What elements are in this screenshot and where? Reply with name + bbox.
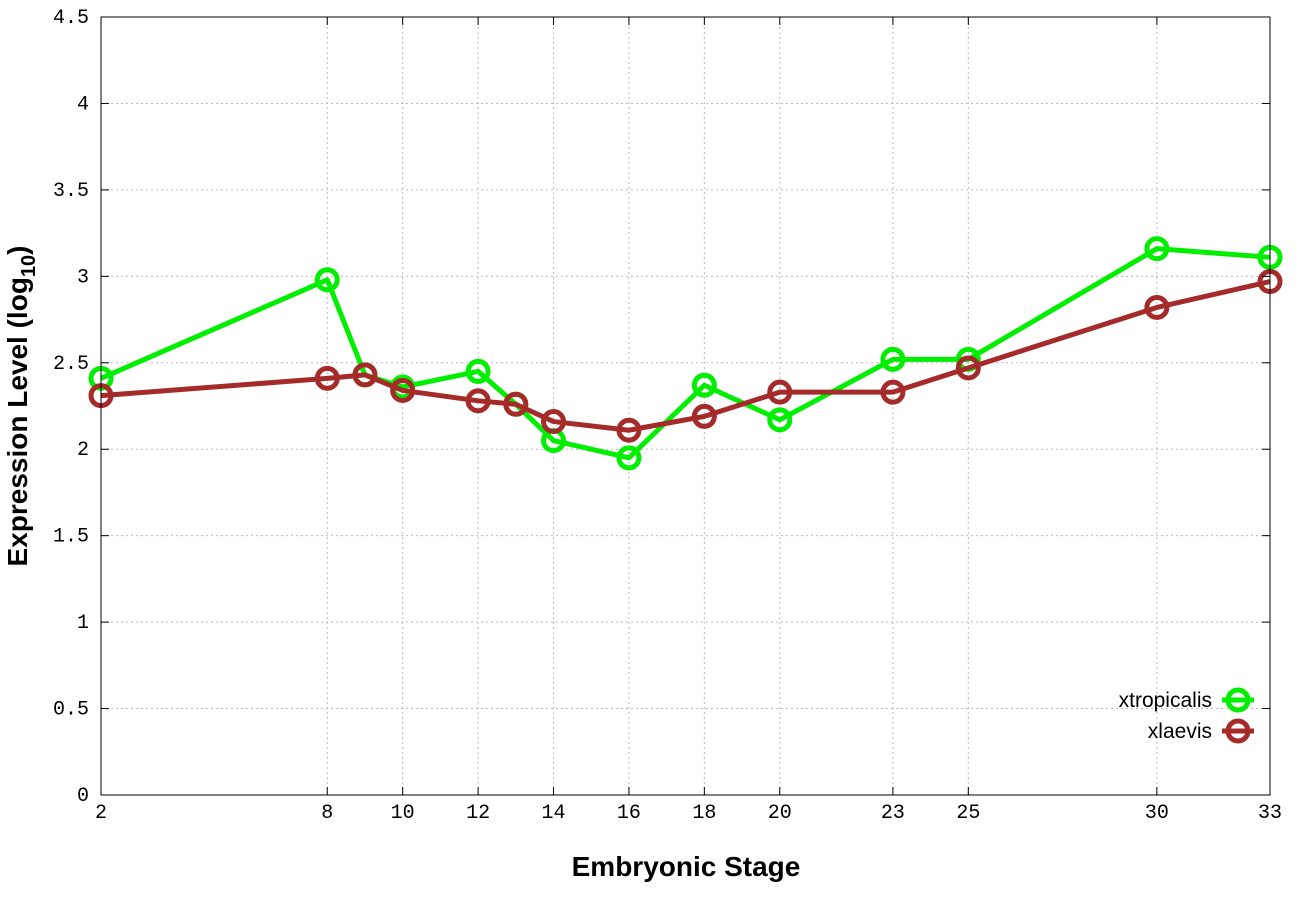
x-tick-label: 12 — [466, 802, 490, 825]
legend-marker — [1225, 687, 1251, 713]
x-tick-label: 14 — [542, 802, 566, 825]
y-tick-label: 0 — [77, 785, 89, 808]
x-tick-label: 2 — [95, 802, 107, 825]
y-tick-label: 1 — [77, 612, 89, 635]
x-tick-label: 23 — [881, 802, 905, 825]
data-point — [616, 445, 642, 471]
series-line — [100, 246, 1271, 461]
data-point — [691, 372, 717, 398]
y-tick-label: 2 — [77, 439, 89, 462]
y-axis-label: Expression Level (log10) — [2, 246, 40, 567]
legend-label: xlaevis — [1148, 720, 1212, 743]
x-tick-label: 25 — [956, 802, 980, 825]
data-point — [390, 377, 416, 403]
x-tick-label: 18 — [692, 802, 716, 825]
series-xlaevis — [88, 269, 1283, 443]
data-point — [880, 346, 906, 372]
data-point — [314, 267, 340, 293]
data-point — [767, 407, 793, 433]
series-xtropicalis — [88, 236, 1283, 471]
x-tick-label: 30 — [1145, 802, 1169, 825]
data-point — [352, 362, 378, 388]
x-tick-label: 20 — [768, 802, 792, 825]
legend: xtropicalis xlaevis — [1119, 687, 1254, 744]
x-axis-label: Embryonic Stage — [572, 851, 801, 882]
data-point — [503, 391, 529, 417]
data-point — [465, 388, 491, 414]
data-point — [1144, 236, 1170, 262]
x-tick-label: 10 — [391, 802, 415, 825]
data-point — [1144, 294, 1170, 320]
data-point — [314, 365, 340, 391]
data-point — [541, 409, 567, 435]
series-layer — [88, 236, 1283, 471]
x-tick-label: 8 — [321, 802, 333, 825]
y-tick-label: 2.5 — [53, 353, 89, 376]
data-point — [691, 403, 717, 429]
series-line — [100, 279, 1271, 433]
y-tick-label: 4.5 — [53, 7, 89, 30]
legend-marker — [1225, 718, 1251, 744]
y-tick-label: 4 — [77, 93, 89, 116]
x-tick-label: 16 — [617, 802, 641, 825]
y-tick-label: 3 — [77, 266, 89, 289]
y-tick-label: 1.5 — [53, 526, 89, 549]
y-tick-label: 0.5 — [53, 699, 89, 722]
data-point — [880, 379, 906, 405]
data-point — [767, 379, 793, 405]
ticks: 0 0.5 1 1.5 2 2.5 3 3.5 4 4.5 2 8 10 12 14 16 18 20 23 25 30… — [53, 7, 1282, 825]
legend-label: xtropicalis — [1119, 689, 1212, 712]
plot-border — [100, 16, 1271, 796]
data-point — [616, 417, 642, 443]
data-point — [465, 358, 491, 384]
x-tick-label: 33 — [1258, 802, 1282, 825]
data-point — [955, 355, 981, 381]
y-tick-label: 3.5 — [53, 180, 89, 203]
